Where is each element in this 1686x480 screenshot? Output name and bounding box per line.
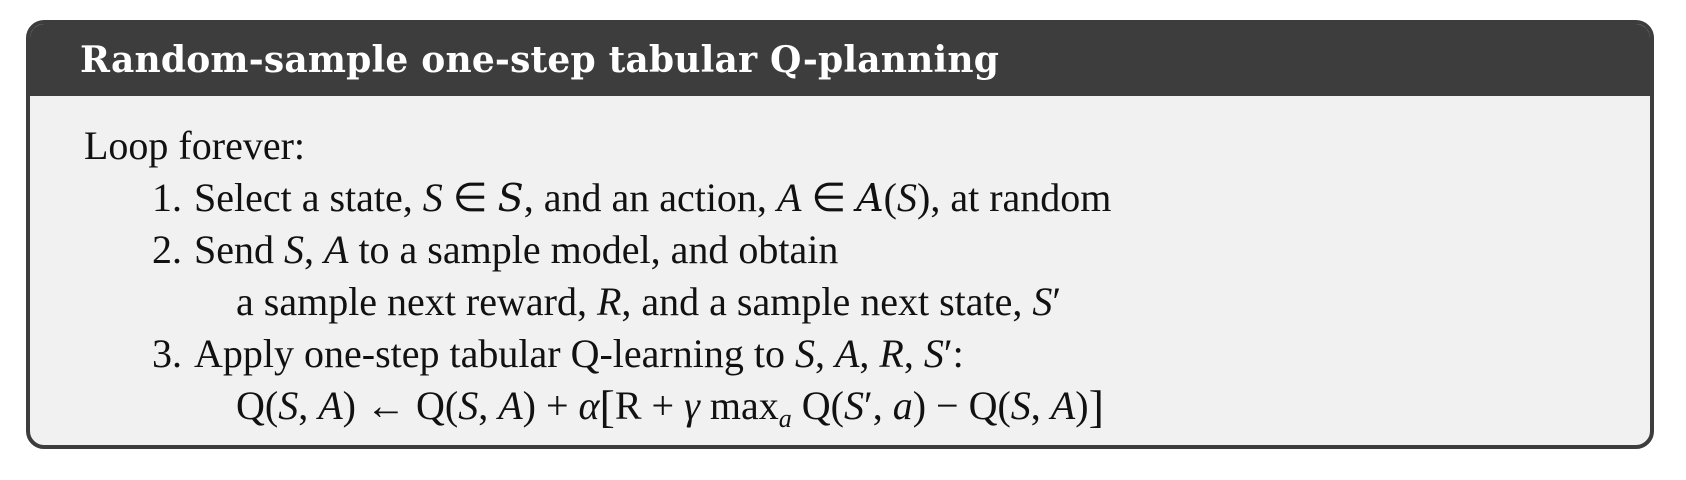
loop-label: Loop forever: [84,123,306,168]
algorithm-title: Random-sample one-step tabular Q-plannin… [30,24,1650,96]
step-2-number: 2. [152,227,182,272]
step-1-number: 1. [152,175,182,220]
step-3-number: 3. [152,331,182,376]
algorithm-box: Random-sample one-step tabular Q-plannin… [26,20,1654,449]
step-2-text-line-2: a sample next reward, R, and a sample ne… [236,279,1062,324]
algorithm-body: Loop forever: 1. Select a state, S ∈ S, … [30,96,1650,445]
step-2-text-line-1: Send S, A to a sample model, and obtain [194,227,839,272]
q-learning-update-equation: Q(S, A) ← Q(S, A) + α[R + γ maxa Q(S′, a… [236,381,1104,433]
step-1-text: Select a state, S ∈ S, and an action, A … [194,175,1112,220]
step-3-text-line-1: Apply one-step tabular Q-learning to S, … [194,331,964,376]
